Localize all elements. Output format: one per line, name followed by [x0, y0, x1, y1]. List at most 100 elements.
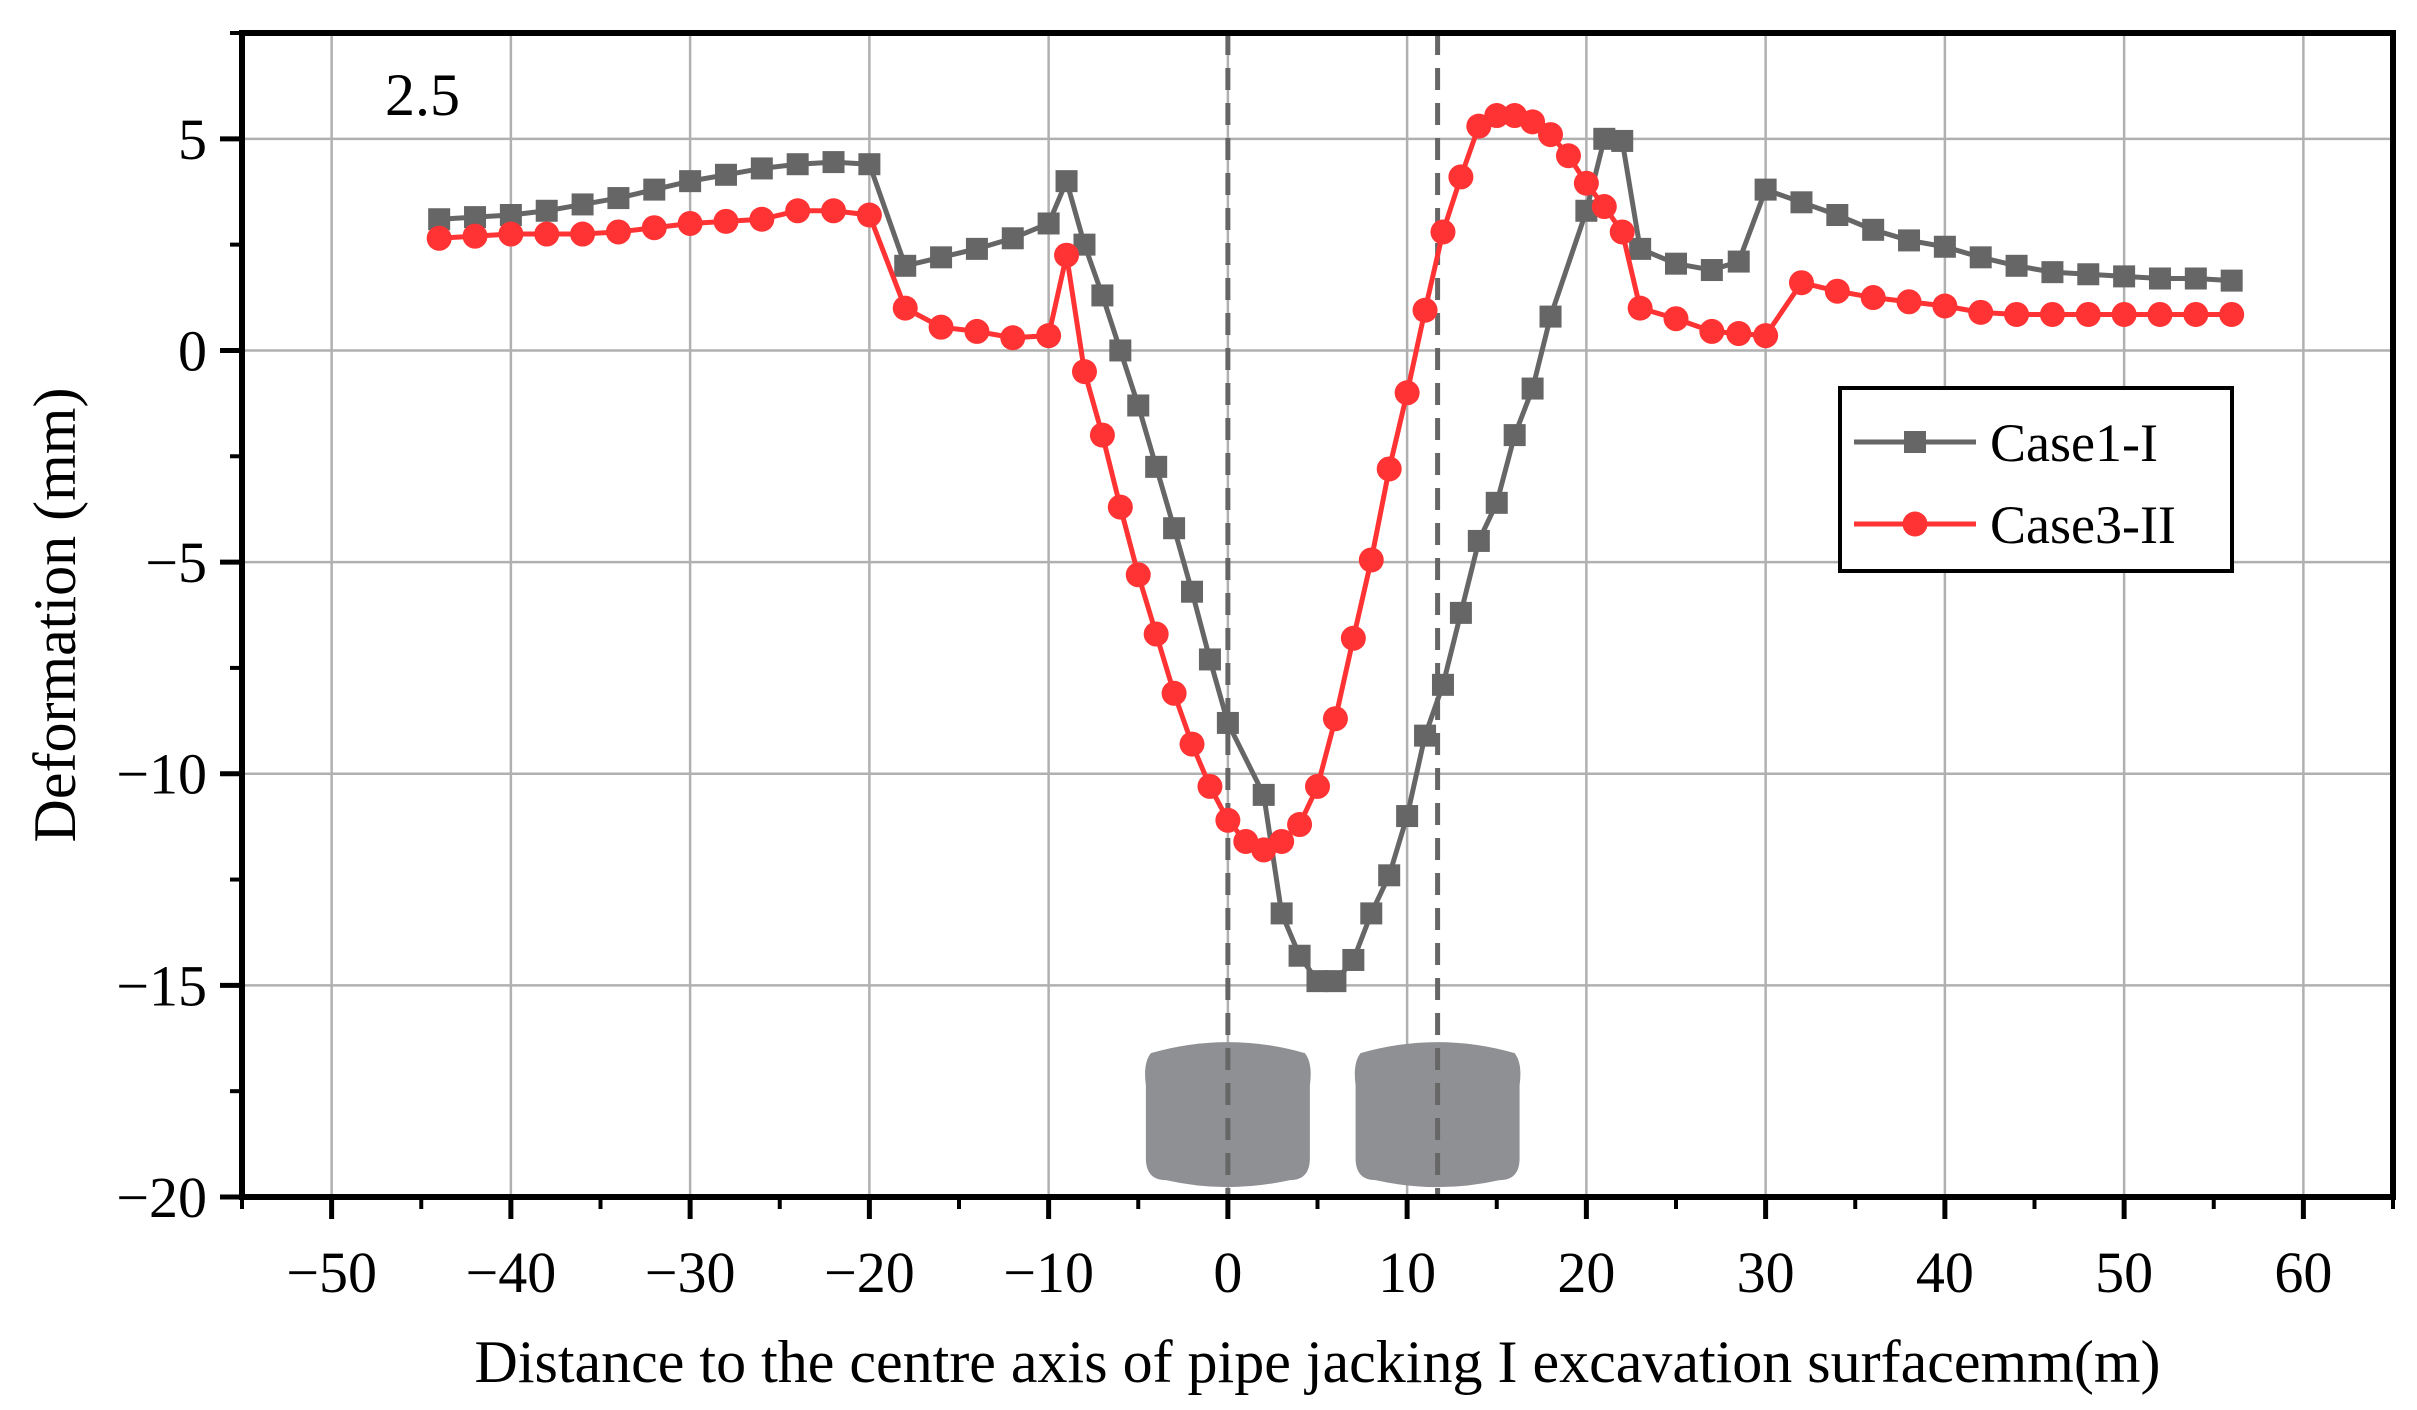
data-point: [1324, 970, 1347, 993]
data-point: [785, 198, 811, 224]
legend-label: Case1-I: [1990, 413, 2158, 473]
data-point: [965, 237, 988, 260]
data-point: [570, 221, 596, 247]
data-point: [1896, 289, 1922, 315]
y-tick-label: −15: [116, 953, 207, 1018]
x-tick-label: 0: [1213, 1240, 1242, 1305]
series-layer: [426, 103, 2245, 993]
data-point: [1163, 517, 1186, 540]
data-point: [1412, 297, 1438, 323]
data-point: [1378, 864, 1401, 887]
data-point: [2147, 301, 2173, 327]
data-point: [499, 204, 522, 227]
panel-annotation: 2.5: [385, 62, 460, 128]
data-point: [1629, 237, 1652, 260]
data-point: [1933, 235, 1956, 258]
data-point: [1181, 580, 1204, 603]
data-point: [1073, 233, 1096, 256]
pipe-section-shape: [1354, 1042, 1521, 1188]
data-point: [1215, 807, 1241, 833]
data-point: [462, 223, 488, 249]
data-point: [1663, 306, 1689, 332]
data-point: [1485, 491, 1508, 514]
data-point: [641, 215, 667, 241]
y-tick-label: −20: [116, 1165, 207, 1230]
data-point: [1484, 103, 1510, 129]
data-point: [1305, 773, 1330, 799]
data-point: [679, 170, 702, 193]
data-point: [1824, 278, 1850, 304]
data-point: [1520, 109, 1546, 135]
data-point: [1555, 143, 1581, 169]
data-point: [1071, 359, 1097, 385]
data-point: [677, 210, 703, 236]
x-tick-label: 20: [1557, 1240, 1615, 1305]
data-point: [643, 178, 666, 201]
data-point: [1826, 204, 1849, 227]
data-point: [1860, 285, 1886, 311]
x-tick-label: 60: [2274, 1240, 2332, 1305]
data-point: [1539, 305, 1562, 328]
data-point: [2075, 301, 2101, 327]
data-point: [2113, 265, 2136, 288]
data-point: [1322, 706, 1348, 732]
legend-marker: [1904, 431, 1926, 453]
data-point: [1269, 828, 1295, 854]
data-point: [1790, 191, 1813, 214]
data-point: [1179, 731, 1205, 757]
x-tick-label: −50: [286, 1240, 377, 1305]
data-point: [607, 187, 630, 210]
data-point: [1448, 164, 1474, 190]
data-point: [1360, 902, 1383, 925]
x-tick-label: −20: [824, 1240, 915, 1305]
data-point: [1054, 242, 1080, 268]
data-point: [894, 254, 917, 277]
data-point: [1788, 270, 1814, 296]
data-point: [1288, 944, 1311, 967]
data-point: [1376, 456, 1402, 482]
x-tick-label: 50: [2095, 1240, 2153, 1305]
x-tick-label: −30: [645, 1240, 736, 1305]
data-point: [1127, 394, 1150, 417]
x-tick-label: 30: [1737, 1240, 1795, 1305]
data-point: [1287, 812, 1313, 838]
data-point: [964, 318, 990, 344]
data-point: [1593, 127, 1616, 150]
data-point: [1932, 293, 1958, 319]
x-axis-label: Distance to the centre axis of pipe jack…: [475, 1329, 2161, 1395]
data-point: [1145, 455, 1168, 478]
data-point: [1342, 948, 1365, 971]
data-point: [2219, 301, 2245, 327]
data-point: [1037, 212, 1060, 235]
data-point: [713, 208, 739, 234]
data-point: [1036, 323, 1062, 349]
data-point: [1430, 219, 1456, 245]
data-point: [1143, 621, 1169, 647]
data-point: [1699, 318, 1725, 344]
x-tick-label: 40: [1916, 1240, 1974, 1305]
data-point: [1754, 178, 1777, 201]
data-point: [1727, 250, 1750, 273]
data-point: [892, 295, 918, 321]
data-point: [1538, 122, 1564, 148]
data-point: [2184, 267, 2207, 290]
data-point: [786, 153, 809, 176]
data-point: [1627, 295, 1653, 321]
legend-box: [1838, 386, 2234, 573]
data-point: [2039, 301, 2065, 327]
data-point: [1394, 380, 1420, 406]
data-point: [1573, 170, 1599, 196]
y-axis-label: Deformation (mm): [22, 388, 88, 843]
data-point: [1968, 299, 1994, 325]
data-point: [821, 198, 847, 224]
data-point: [534, 221, 560, 247]
data-point: [2041, 261, 2064, 284]
data-point: [2148, 267, 2171, 290]
axis-ticks: −50 −40 −30 −20 −10 0 10 20 30 40 50 6050−5−10−15−2…: [116, 31, 2395, 1305]
legend: Case1-I Case3-II: [1838, 386, 2234, 573]
data-point: [1726, 321, 1752, 347]
data-point: [1591, 194, 1617, 220]
data-point: [2183, 301, 2209, 327]
legend-label: Case3-II: [1990, 495, 2176, 555]
